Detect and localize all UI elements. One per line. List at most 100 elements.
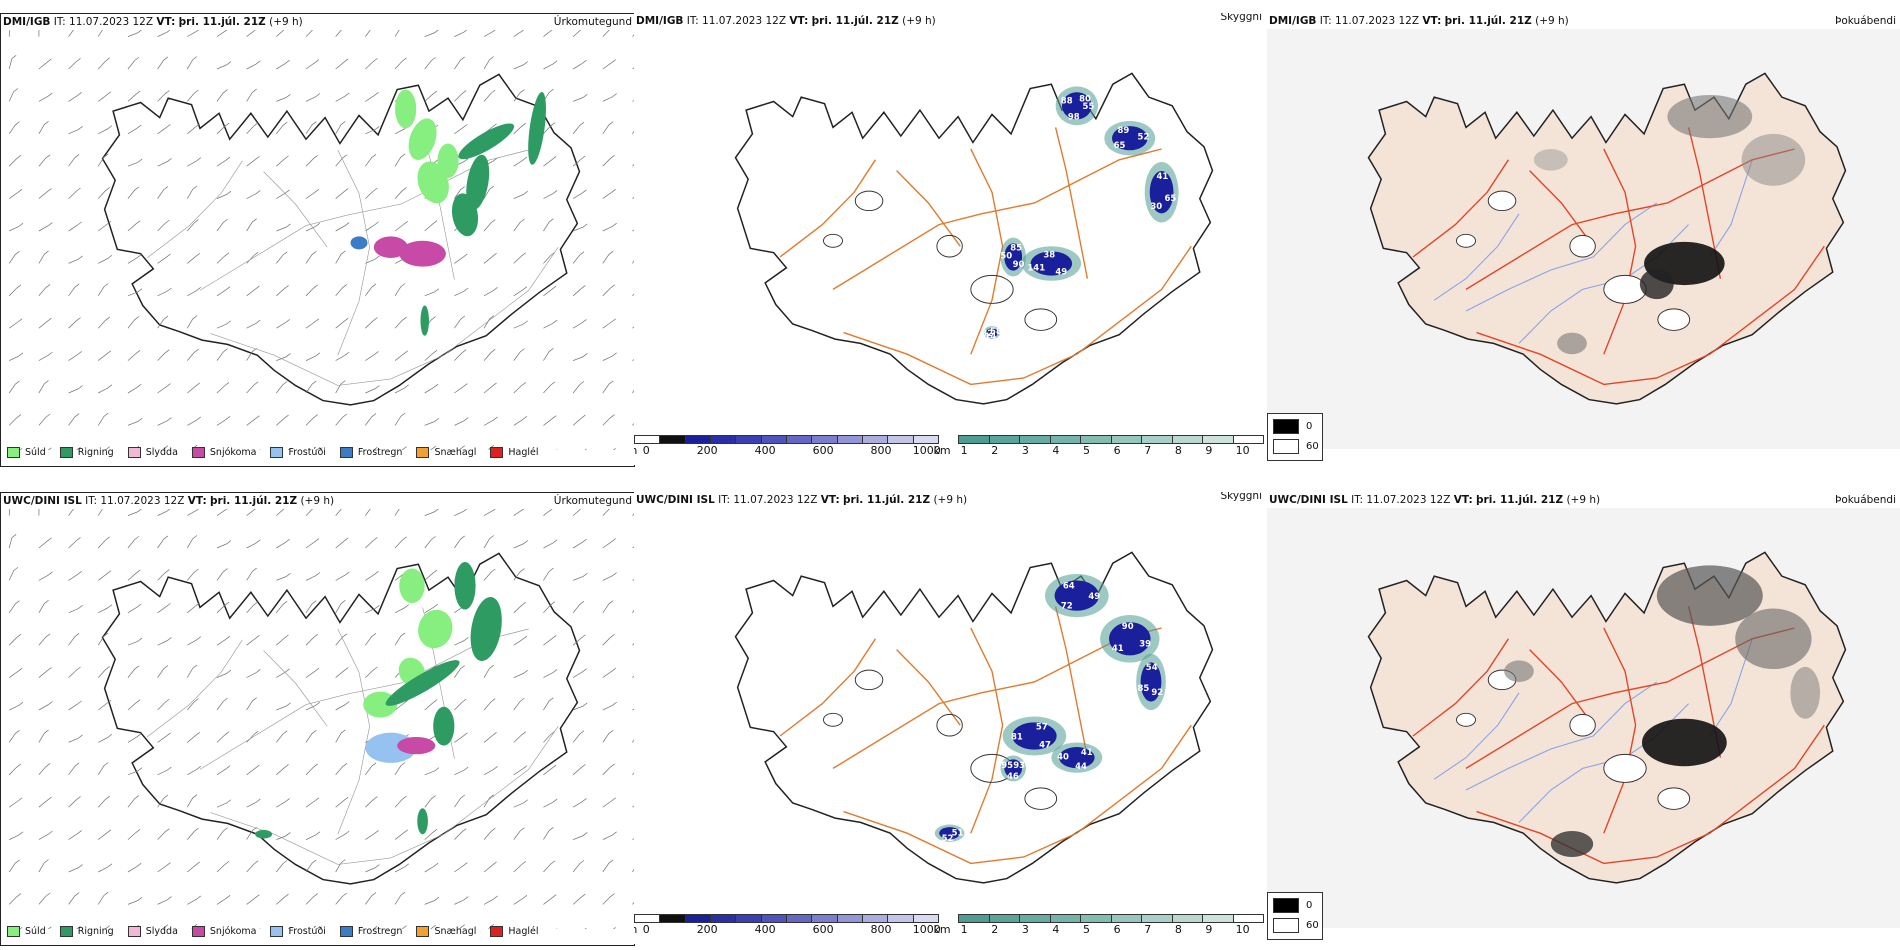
cloud-base-value: 44 — [1075, 762, 1087, 772]
wind-barb — [365, 892, 377, 905]
wind-barb — [276, 93, 291, 102]
cloud-base-value: 85 — [1138, 684, 1150, 694]
wind-barb — [305, 251, 317, 264]
glacier-outline — [970, 274, 1014, 304]
wind-barb — [246, 860, 259, 873]
river-line — [1433, 213, 1520, 301]
wind-barb — [68, 537, 81, 549]
wind-barb — [216, 190, 232, 199]
wind-barb — [98, 829, 112, 840]
wind-barb — [335, 413, 348, 426]
wind-barb — [335, 701, 350, 711]
wind-barb — [216, 122, 230, 135]
wind-barb — [305, 318, 320, 329]
low-cloud-base-area — [1004, 759, 1023, 778]
wind-barb — [187, 861, 200, 873]
wind-barb — [38, 859, 49, 873]
wind-barb — [97, 412, 109, 426]
wind-barb — [127, 349, 141, 361]
iceland-coastline — [1367, 551, 1847, 884]
glacier-outline — [1603, 274, 1647, 304]
wind-barb — [9, 222, 24, 232]
wind-barb — [602, 121, 614, 135]
wind-barb — [157, 349, 170, 361]
wind-barb — [127, 509, 143, 516]
low-cloud-base-area — [1058, 747, 1095, 769]
iceland-map: 49 41 54 47 40 93 52 64 39 85 57 44 95 51 72 90 92 81 41 46 — [734, 551, 1214, 884]
wind-barb — [68, 187, 81, 199]
cloud-base-value: 90 — [1122, 622, 1134, 632]
panel-fog-index-uwc: UWC/DINI ISL IT: 11.07.2023 12Z VT: þri.… — [1267, 492, 1900, 944]
wind-barb — [305, 634, 318, 646]
snow-area — [397, 737, 436, 755]
wind-barb — [216, 252, 230, 264]
wind-barb — [68, 892, 80, 905]
wind-barb — [187, 348, 199, 361]
tick-label: 2 — [991, 444, 999, 457]
wind-barb — [483, 568, 496, 581]
cloud-base-value: 30 — [1150, 202, 1162, 212]
wind-barb — [8, 121, 20, 135]
wind-barb — [543, 635, 557, 646]
road-line — [970, 148, 1004, 355]
wind-barb — [543, 30, 553, 37]
wind-barb — [187, 895, 202, 905]
map-layer: 49 41 54 47 40 93 52 64 39 85 57 44 95 51 72 90 92 81 41 46 — [734, 551, 1214, 884]
wind-barb — [276, 353, 291, 361]
wind-barb — [543, 381, 556, 394]
cloud-base-value: 90 — [1013, 260, 1025, 270]
wind-barb — [68, 283, 80, 297]
wind-barb — [543, 190, 558, 199]
wind-barb — [365, 317, 378, 329]
wind-barb — [187, 827, 199, 840]
wind-barb — [602, 222, 617, 232]
wind-barb — [162, 445, 169, 450]
fog-area — [1557, 332, 1587, 355]
wind-barb — [276, 319, 290, 329]
wind-barb — [483, 287, 498, 297]
wind-barb — [454, 637, 469, 646]
wind-barb — [157, 56, 169, 70]
wind-barb — [483, 766, 498, 776]
wind-barb — [543, 894, 557, 905]
wind-barb — [216, 89, 228, 102]
wind-barb — [276, 572, 291, 581]
field-title: Skyggni — [1220, 13, 1263, 23]
visibility-unit: km — [933, 923, 951, 936]
wind-barb — [513, 61, 528, 70]
wind-barb — [543, 539, 558, 549]
wind-barb — [543, 156, 557, 167]
wind-barb — [104, 446, 110, 450]
wind-barb — [572, 702, 588, 711]
wind-barb — [8, 763, 22, 776]
wind-barb — [305, 797, 320, 808]
wind-barb — [246, 60, 261, 70]
wind-barb — [335, 830, 350, 840]
wind-barb — [305, 59, 320, 70]
wind-barb — [543, 730, 556, 743]
wind-barb — [483, 732, 497, 743]
wind-barb — [543, 122, 556, 135]
wind-barb — [454, 124, 468, 135]
drizzle-area — [395, 89, 417, 129]
cloud-base-value: 52 — [1138, 132, 1150, 142]
tick-label: 400 — [754, 923, 776, 936]
glacier-outline — [1657, 787, 1691, 810]
wind-barb — [365, 385, 380, 394]
visibility-unit: km — [933, 444, 951, 457]
wind-barb — [98, 220, 112, 232]
wind-barb — [454, 896, 469, 905]
wind-barb — [394, 57, 407, 70]
wind-barb — [38, 667, 52, 678]
wind-barb — [38, 571, 53, 581]
wind-barb — [216, 286, 231, 297]
tick-label: 7 — [1144, 923, 1152, 936]
wind-barb — [8, 567, 19, 581]
wind-barb — [513, 861, 526, 873]
rain-area — [458, 123, 515, 160]
wind-barb — [365, 633, 377, 646]
wind-barb — [483, 56, 495, 70]
low-cloud-base-area — [1149, 171, 1174, 214]
fog-area — [1639, 268, 1674, 300]
wind-barb — [187, 30, 199, 37]
